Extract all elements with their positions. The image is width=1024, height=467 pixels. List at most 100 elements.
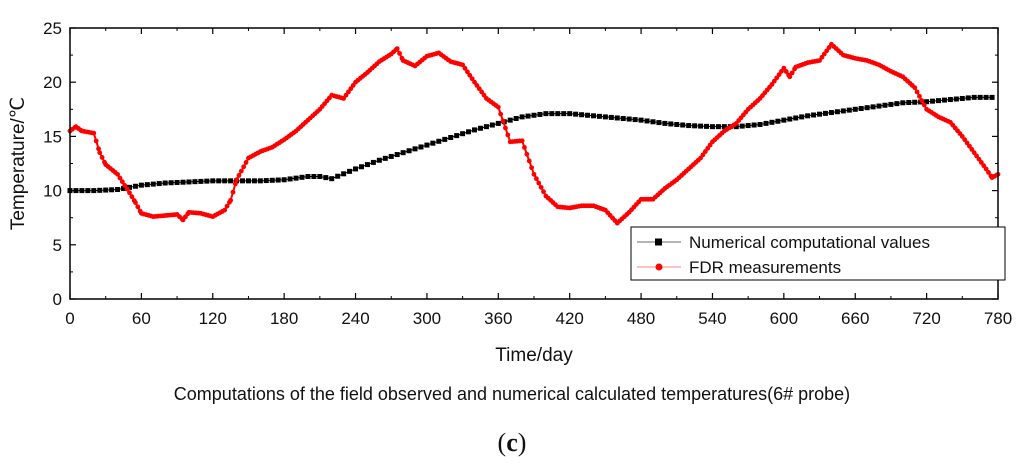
data-point-fdr: [129, 194, 135, 200]
data-point-numerical: [305, 174, 311, 180]
data-point-numerical: [644, 118, 650, 124]
data-point-numerical: [846, 107, 852, 113]
x-tick-label: 660: [841, 309, 869, 328]
data-point-numerical: [573, 111, 579, 117]
data-point-fdr: [222, 207, 228, 213]
data-point-fdr: [99, 155, 105, 160]
data-point-fdr: [781, 65, 787, 71]
panel-label-close: ): [517, 428, 527, 457]
data-point-numerical: [335, 173, 341, 179]
data-point-fdr: [115, 171, 120, 177]
data-point-numerical: [900, 100, 906, 106]
data-point-numerical: [805, 113, 811, 119]
data-point-numerical: [430, 140, 436, 146]
data-point-numerical: [436, 138, 442, 144]
data-point-numerical: [971, 94, 977, 100]
x-tick-label: 600: [770, 309, 798, 328]
data-point-numerical: [769, 119, 775, 125]
data-point-numerical: [561, 111, 567, 117]
data-point-numerical: [704, 123, 710, 129]
data-point-numerical: [567, 111, 573, 117]
data-point-numerical: [269, 177, 275, 183]
data-point-numerical: [91, 188, 97, 194]
legend-label-numerical: Numerical computational values: [689, 233, 930, 252]
data-point-numerical: [936, 98, 942, 104]
data-point-numerical: [549, 111, 555, 117]
data-point-numerical: [751, 122, 757, 128]
data-point-numerical: [513, 116, 519, 122]
data-point-numerical: [757, 121, 763, 127]
data-point-fdr: [503, 125, 508, 131]
data-point-numerical: [353, 166, 359, 172]
y-tick-label: 0: [53, 290, 62, 309]
data-point-numerical: [156, 181, 162, 187]
data-point-numerical: [519, 114, 525, 120]
data-point-numerical: [906, 100, 912, 106]
data-point-numerical: [132, 183, 138, 189]
data-point-numerical: [620, 116, 626, 122]
data-point-numerical: [662, 120, 668, 126]
data-point-numerical: [858, 105, 864, 111]
data-point-numerical: [852, 106, 858, 112]
data-point-fdr: [917, 93, 922, 99]
data-point-numerical: [198, 178, 204, 184]
data-point-numerical: [477, 125, 483, 131]
data-point-numerical: [323, 175, 329, 181]
data-point-numerical: [424, 142, 430, 148]
data-point-fdr: [117, 175, 123, 181]
data-point-numerical: [674, 121, 680, 127]
data-point-numerical: [454, 133, 460, 139]
data-point-numerical: [180, 179, 186, 185]
data-point-numerical: [364, 162, 370, 168]
data-point-numerical: [257, 178, 263, 184]
data-point-numerical: [632, 117, 638, 123]
data-point-numerical: [680, 122, 686, 128]
data-point-numerical: [876, 103, 882, 109]
data-point-fdr: [96, 146, 101, 152]
data-point-fdr: [495, 104, 501, 110]
data-point-fdr: [228, 197, 234, 203]
data-point-numerical: [121, 185, 127, 191]
data-point-numerical: [275, 177, 281, 183]
data-point-numerical: [299, 174, 305, 180]
data-point-numerical: [382, 155, 388, 161]
data-point-numerical: [103, 187, 109, 193]
data-point-numerical: [79, 188, 85, 194]
y-tick-label: 5: [53, 236, 62, 255]
panel-label-letter: c: [506, 428, 518, 457]
data-point-numerical: [126, 184, 132, 190]
data-point-numerical: [614, 115, 620, 121]
data-point-fdr: [983, 166, 989, 172]
data-point-fdr: [914, 89, 920, 95]
x-tick-label: 240: [341, 309, 369, 328]
data-point-fdr: [127, 190, 132, 196]
data-point-numerical: [775, 118, 781, 124]
plot-frame: [69, 27, 999, 300]
data-point-numerical: [138, 182, 144, 188]
data-point-numerical: [888, 101, 894, 107]
y-axis-title: Temperature/℃: [8, 97, 29, 230]
data-point-numerical: [668, 121, 674, 127]
y-tick-label: 25: [43, 19, 62, 38]
data-point-numerical: [959, 95, 965, 101]
data-point-numerical: [787, 116, 793, 122]
data-point-numerical: [192, 179, 198, 185]
data-point-numerical: [204, 178, 210, 184]
data-point-numerical: [406, 148, 412, 154]
data-point-numerical: [174, 179, 180, 185]
data-point-numerical: [311, 174, 317, 180]
data-point-fdr: [467, 72, 473, 78]
data-point-numerical: [376, 157, 382, 163]
data-point-numerical: [822, 110, 828, 116]
data-point-fdr: [236, 173, 242, 178]
data-point-fdr: [462, 65, 468, 71]
data-point-numerical: [692, 123, 698, 129]
data-point-numerical: [924, 99, 930, 105]
y-tick-labels: 0 5 10 15 20 25: [43, 19, 62, 309]
data-point-numerical: [115, 187, 121, 193]
data-point-fdr: [394, 46, 400, 51]
data-point-numerical: [483, 124, 489, 130]
data-point-fdr: [119, 179, 125, 185]
data-point-numerical: [656, 120, 662, 126]
data-point-numerical: [109, 187, 115, 193]
